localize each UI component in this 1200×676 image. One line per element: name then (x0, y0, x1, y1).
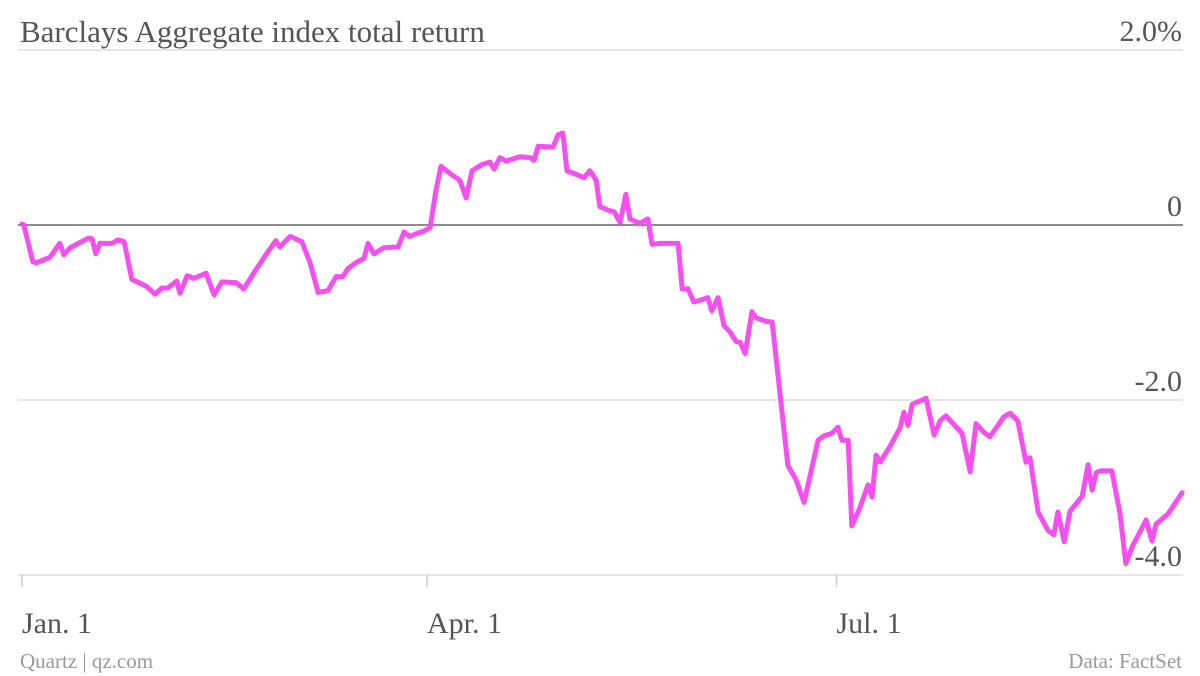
y-tick-label: 0 (1167, 190, 1182, 223)
credit: Quartz | qz.com (20, 649, 153, 673)
y-tick-label: -4.0 (1135, 540, 1183, 573)
source: Data: FactSet (1068, 649, 1182, 673)
x-tick-label: Jan. 1 (22, 607, 92, 640)
y-tick-label: -2.0 (1135, 365, 1183, 398)
x-tick-label: Jul. 1 (837, 607, 902, 640)
data-line (19, 130, 1185, 567)
x-tick-label: Apr. 1 (427, 607, 502, 640)
y-tick-label: 2.0% (1120, 15, 1183, 48)
chart-title: Barclays Aggregate index total return (20, 14, 485, 49)
